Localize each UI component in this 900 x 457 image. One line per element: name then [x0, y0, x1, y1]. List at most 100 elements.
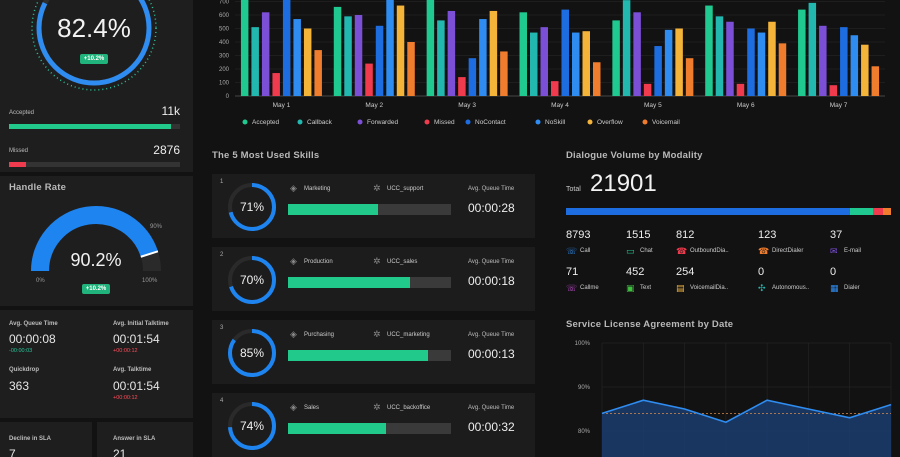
- bar-voicemail[interactable]: [593, 62, 601, 96]
- bar-accepted[interactable]: [798, 9, 806, 97]
- bar-forwarded[interactable]: [726, 21, 734, 96]
- skill-card[interactable]: 3 85% ◈ Purchasing ✲ UCC_marketing Avg. …: [212, 320, 535, 384]
- bar-voicemail[interactable]: [778, 43, 787, 96]
- bar-accepted[interactable]: [612, 20, 620, 96]
- bar-accepted[interactable]: [519, 12, 528, 96]
- y-tick-label: 0: [226, 94, 230, 100]
- bar-noskill[interactable]: [572, 32, 580, 96]
- bar-callback[interactable]: [808, 2, 817, 97]
- bar-noskill[interactable]: [293, 19, 301, 96]
- bar-overflow[interactable]: [489, 10, 498, 97]
- skill-card[interactable]: 1 71% ◈ Marketing ✲ UCC_support Avg. Que…: [212, 174, 535, 238]
- bar-nocontact[interactable]: [561, 9, 570, 97]
- legend-label[interactable]: Overflow: [597, 119, 623, 126]
- skill-index: 3: [220, 325, 224, 331]
- queue-star-icon: ✲: [373, 256, 381, 266]
- legend-label[interactable]: Missed: [434, 119, 455, 126]
- bar-missed[interactable]: [736, 83, 745, 96]
- avg-initial-value: 00:01:54: [113, 332, 160, 346]
- bar-nocontact[interactable]: [375, 25, 384, 96]
- bar-forwarded[interactable]: [261, 12, 270, 96]
- phone-icon: ☏: [566, 246, 578, 256]
- legend-swatch: [357, 119, 363, 125]
- bar-nocontact[interactable]: [654, 46, 662, 96]
- bar-nocontact[interactable]: [468, 58, 477, 96]
- bar-noskill[interactable]: [479, 19, 487, 96]
- bar-nocontact[interactable]: [840, 27, 848, 96]
- bar-noskill[interactable]: [386, 0, 394, 96]
- bar-missed[interactable]: [365, 63, 373, 96]
- legend-label[interactable]: Accepted: [252, 119, 279, 126]
- bar-accepted[interactable]: [240, 0, 249, 96]
- bar-callback[interactable]: [530, 32, 538, 96]
- bar-forwarded[interactable]: [540, 27, 549, 96]
- outbound-phone-icon: ☎: [676, 246, 688, 256]
- bar-voicemail[interactable]: [407, 42, 415, 96]
- y-tick-label: 200: [219, 67, 230, 73]
- legend-label[interactable]: Voicemail: [652, 119, 680, 126]
- bar-forwarded[interactable]: [354, 15, 363, 96]
- bar-missed[interactable]: [643, 83, 652, 96]
- bar-callback[interactable]: [251, 27, 259, 96]
- y-tick-label: 300: [219, 54, 230, 60]
- bar-forwarded[interactable]: [633, 12, 641, 96]
- x-tick-label: May 5: [644, 102, 662, 109]
- modality-count: 452: [626, 266, 645, 278]
- bar-forwarded[interactable]: [819, 25, 827, 96]
- modality-label: Chat: [640, 248, 653, 254]
- bar-overflow[interactable]: [396, 5, 405, 96]
- bar-missed[interactable]: [458, 77, 466, 96]
- modality-label: Dialer: [844, 285, 860, 291]
- x-tick-label: May 1: [273, 102, 291, 109]
- chat-icon: ▭: [626, 246, 635, 256]
- bar-noskill[interactable]: [850, 35, 859, 96]
- modality-count: 1515: [626, 229, 651, 241]
- sla-y-tick-label: 90%: [578, 385, 591, 391]
- bar-missed[interactable]: [829, 85, 838, 96]
- legend-label[interactable]: Callback: [307, 119, 333, 126]
- legend-swatch: [297, 119, 303, 125]
- avg-talktime-delta: +00:00:12: [113, 395, 138, 401]
- bar-voicemail[interactable]: [685, 58, 694, 96]
- bar-voicemail[interactable]: [314, 50, 322, 96]
- skill-index: 2: [220, 252, 224, 258]
- modality-count: 37: [830, 229, 843, 241]
- bar-overflow[interactable]: [582, 31, 591, 97]
- skill-card[interactable]: 2 70% ◈ Production ✲ UCC_sales Avg. Queu…: [212, 247, 535, 311]
- x-tick-label: May 2: [365, 102, 383, 109]
- skill-card[interactable]: 4 74% ◈ Sales ✲ UCC_backoffice Avg. Queu…: [212, 393, 535, 457]
- bar-nocontact[interactable]: [282, 0, 291, 96]
- avg-initial-delta: +00:00:12: [113, 348, 138, 354]
- legend-swatch: [642, 119, 648, 125]
- bar-callback[interactable]: [715, 16, 724, 97]
- bar-forwarded[interactable]: [447, 10, 456, 97]
- bar-missed[interactable]: [551, 81, 559, 96]
- skill-index: 1: [220, 179, 224, 185]
- bar-callback[interactable]: [437, 20, 445, 96]
- legend-label[interactable]: Forwarded: [367, 119, 398, 126]
- bar-missed[interactable]: [272, 73, 280, 96]
- bar-overflow[interactable]: [675, 28, 683, 97]
- bar-callback[interactable]: [344, 16, 352, 97]
- bar-accepted[interactable]: [426, 0, 435, 96]
- autonomous-icon: ✣: [758, 283, 766, 293]
- skill-bar-fill: [288, 204, 378, 215]
- bar-voicemail[interactable]: [500, 51, 508, 96]
- legend-label[interactable]: NoSkill: [545, 119, 566, 126]
- bar-noskill[interactable]: [757, 32, 766, 96]
- bar-callback[interactable]: [622, 0, 631, 96]
- bar-accepted[interactable]: [705, 5, 713, 96]
- legend-label[interactable]: NoContact: [475, 119, 506, 126]
- bar-overflow[interactable]: [768, 21, 776, 96]
- modality-count: 254: [676, 266, 695, 278]
- bar-accepted[interactable]: [333, 6, 342, 96]
- bar-noskill[interactable]: [664, 29, 673, 97]
- skill-name: Sales: [304, 405, 320, 411]
- bar-voicemail[interactable]: [871, 66, 880, 96]
- skill-avg-value: 00:00:18: [468, 274, 515, 288]
- bar-nocontact[interactable]: [747, 28, 755, 97]
- bar-overflow[interactable]: [861, 44, 869, 96]
- x-tick-label: May 6: [737, 102, 755, 109]
- decline-sla-label: Decline in SLA: [9, 436, 52, 442]
- bar-overflow[interactable]: [303, 28, 312, 97]
